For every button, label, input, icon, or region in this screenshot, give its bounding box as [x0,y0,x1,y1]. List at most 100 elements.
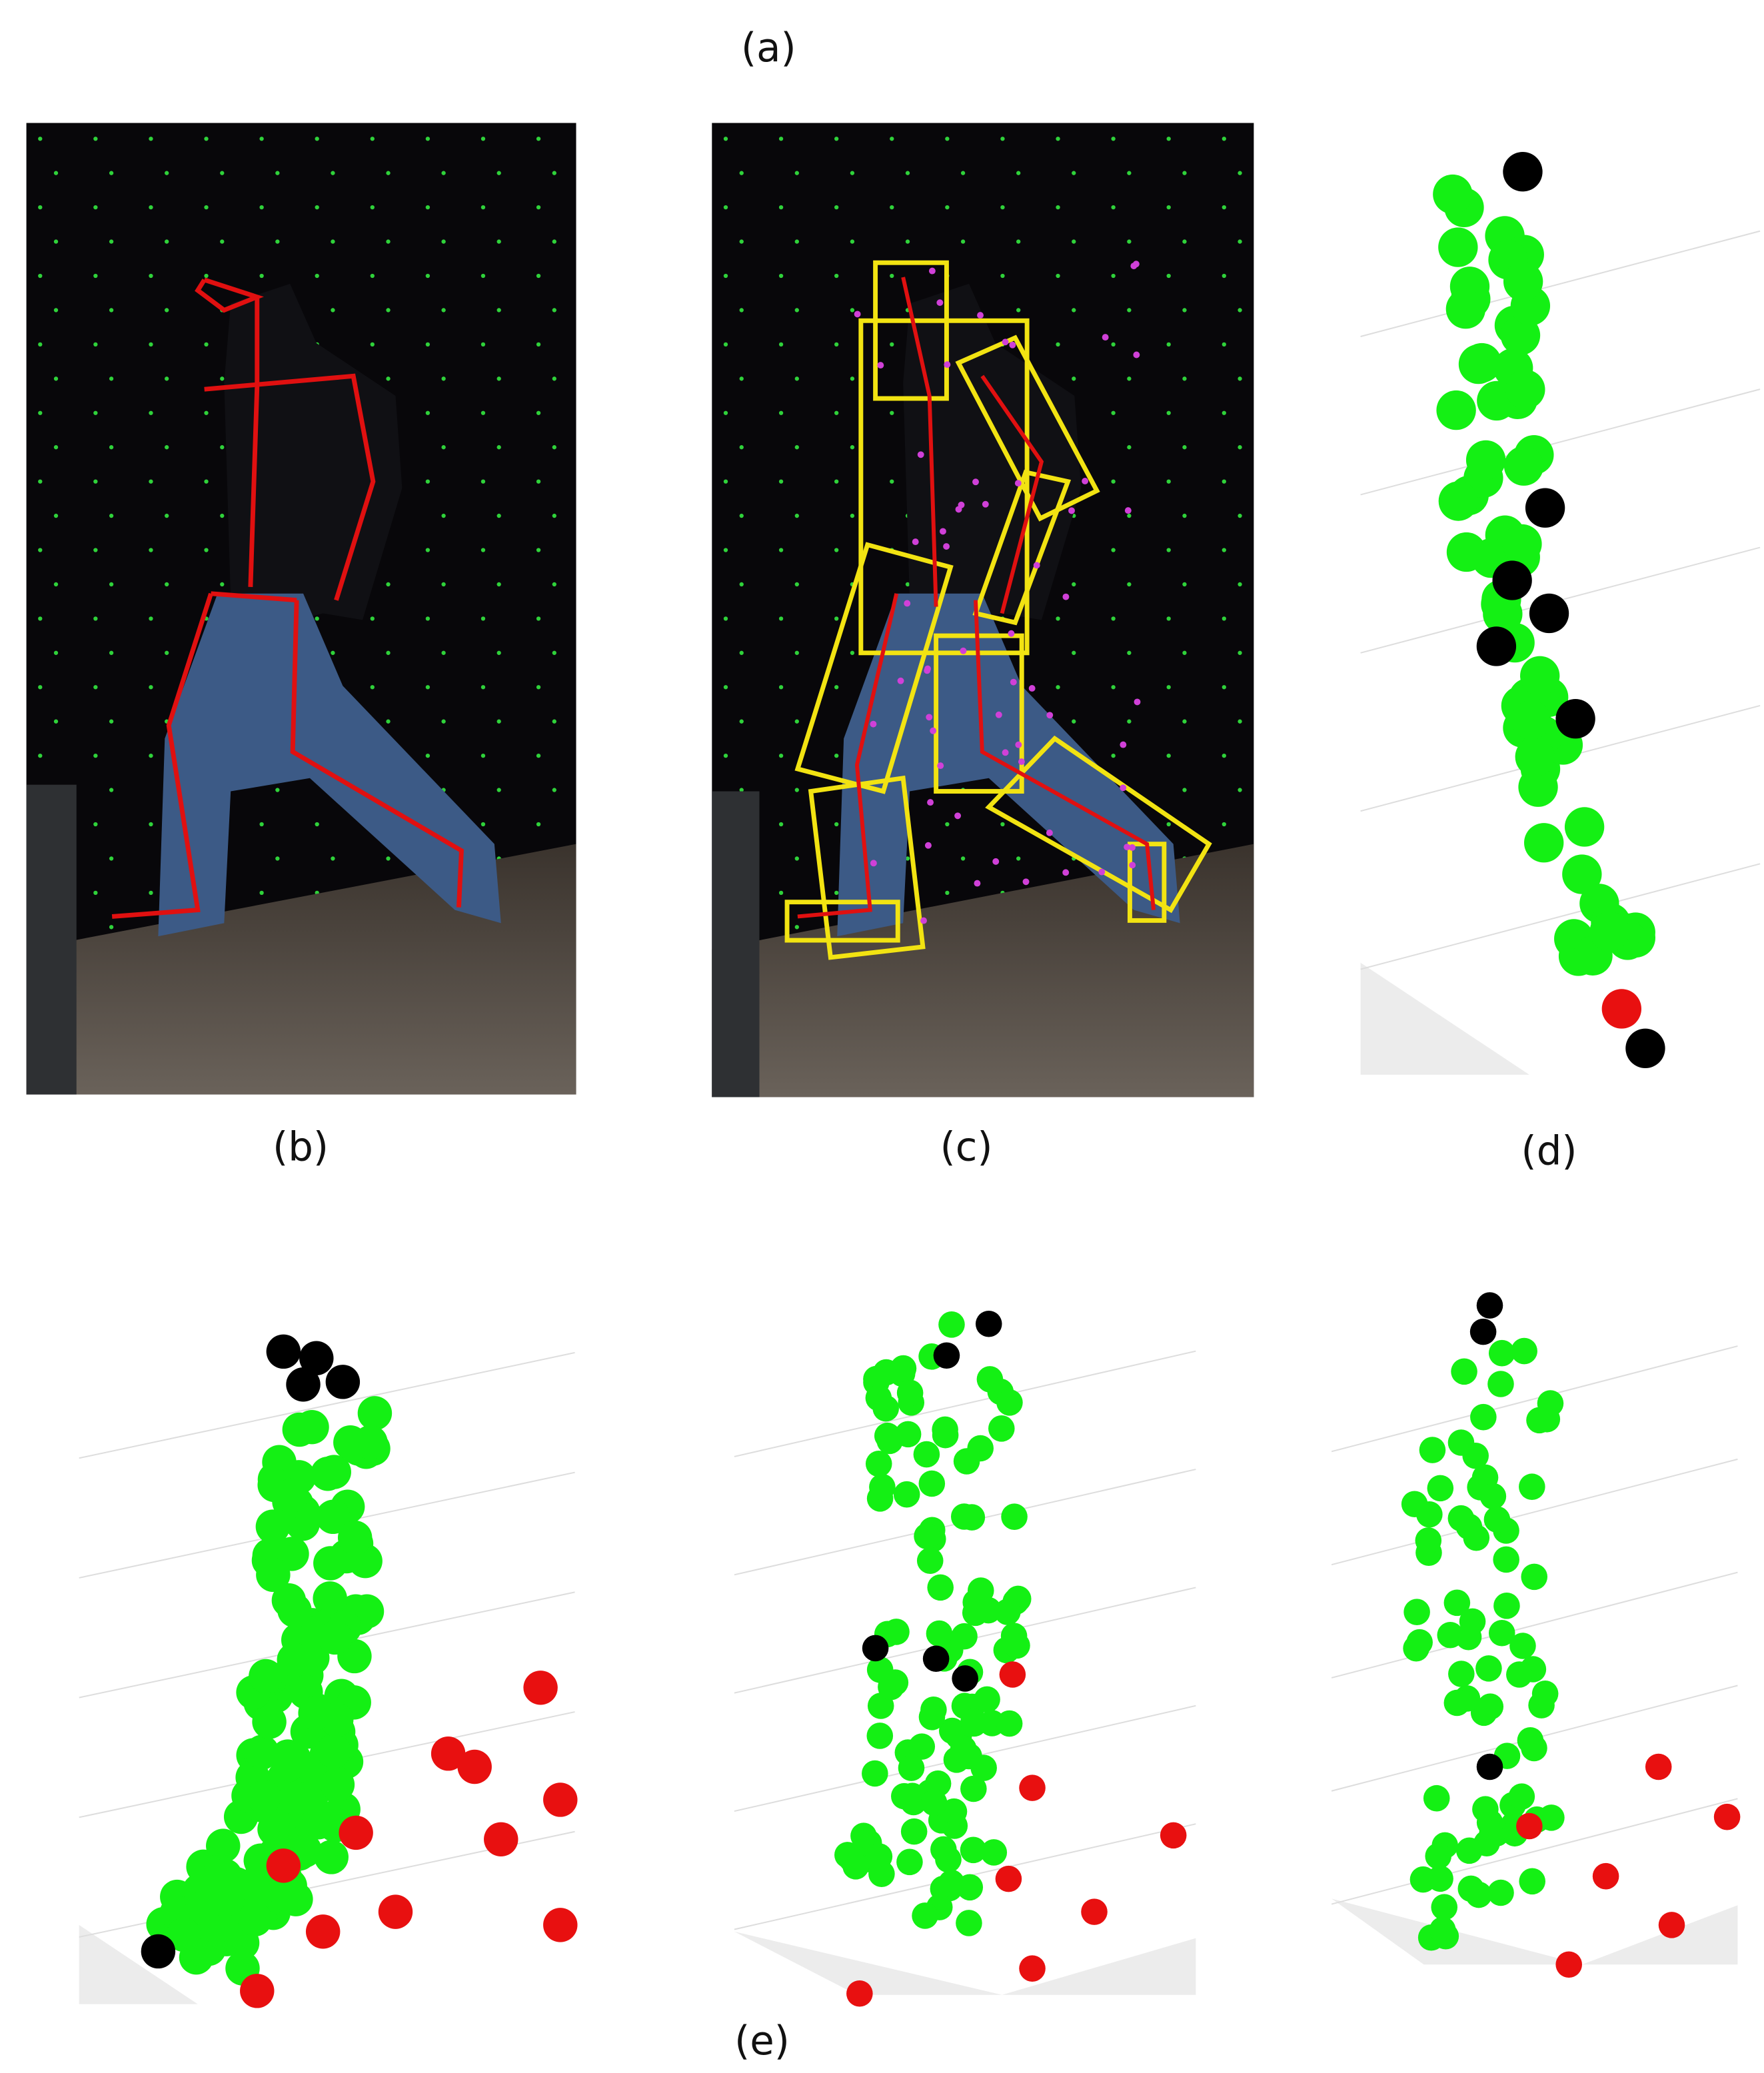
grid-dot [38,754,42,758]
point [1466,440,1505,480]
grid-dot [149,479,153,483]
grid-dot [552,651,556,655]
point [1477,1754,1503,1780]
point [1160,1822,1187,1849]
grid-dot [220,239,224,243]
point [1000,1661,1026,1688]
point [934,1342,960,1369]
page: (a) (b) [0,0,1764,2073]
grid-dot [795,445,799,449]
grid-dot [552,582,556,586]
grid-dot [149,548,153,552]
grid-dot [315,205,319,209]
post [712,792,759,1097]
grid-dot [497,582,501,586]
point [968,1577,994,1604]
point [1425,1843,1451,1870]
grid-dot [38,479,42,483]
grid-dot [93,685,97,689]
grid-dot [426,616,430,620]
grid-dot [315,616,319,620]
point [1521,1564,1547,1591]
grid-dot [109,788,113,792]
grid-dot [945,137,949,141]
grid-dot [497,376,501,380]
grid-dot [850,308,854,312]
point [1477,626,1516,666]
point [896,1849,923,1876]
point [1004,1633,1030,1659]
grid-dot [779,548,783,552]
point [1526,1407,1553,1434]
feature-point [904,600,910,607]
point [279,1781,313,1815]
point [1502,524,1541,564]
grid-dot [1056,274,1060,278]
grid-dot [961,239,965,243]
grid-dot [426,343,430,346]
feature-point [1062,594,1069,600]
point [286,1367,320,1401]
point [358,1396,392,1430]
point [914,1441,940,1468]
grid-dot [441,514,445,518]
point [891,1783,918,1810]
feature-point [1009,342,1016,348]
feature-point [1002,339,1009,345]
point [279,1882,313,1916]
grid-dot [220,376,224,380]
point [935,1846,962,1873]
point [1503,262,1543,301]
grid-line [734,1351,1196,1457]
point [960,1709,987,1735]
grid-dot [795,308,799,312]
point [1562,854,1601,894]
point [846,1980,873,2007]
grid-dot [1127,239,1131,243]
feature-point [1129,862,1136,868]
grid-dot [779,754,783,758]
grid-dot [779,616,783,620]
grid-dot [779,822,783,826]
grid-dot [109,582,113,586]
grid-dot [93,411,97,415]
grid-dot [536,685,540,689]
figure: (a) (b) [0,0,1764,2073]
grid-dot [945,205,949,209]
grid-dot [1238,582,1242,586]
post [27,785,77,1095]
grid-dot [426,274,430,278]
grid-dot [724,479,728,483]
point [976,1311,1002,1337]
point [1555,699,1595,738]
grid-dot [386,171,390,175]
grid-dot [552,376,556,380]
point [1590,912,1629,951]
grid-dot [1056,685,1060,689]
grid-dot [850,514,854,518]
feature-point [926,714,932,720]
grid-dot [779,685,783,689]
feature-point [929,268,936,275]
point [897,1380,924,1407]
grid-dot [1000,274,1004,278]
point [977,1366,1004,1393]
grid-dot [109,376,113,380]
grid-dot [890,205,894,209]
feature-point [944,361,950,368]
point [1448,1661,1475,1687]
point [926,1621,953,1647]
grid-dot [834,548,838,552]
grid-dot [275,239,279,243]
grid-dot [165,445,169,449]
point [1659,1912,1685,1938]
point [1419,1437,1446,1463]
grid-dot [497,445,501,449]
grid-dot [1111,616,1115,620]
point [996,1389,1023,1416]
grid-dot [331,171,335,175]
grid-dot [890,343,894,346]
grid-dot [1167,205,1171,209]
grid-dot [890,274,894,278]
point [1401,1491,1428,1517]
